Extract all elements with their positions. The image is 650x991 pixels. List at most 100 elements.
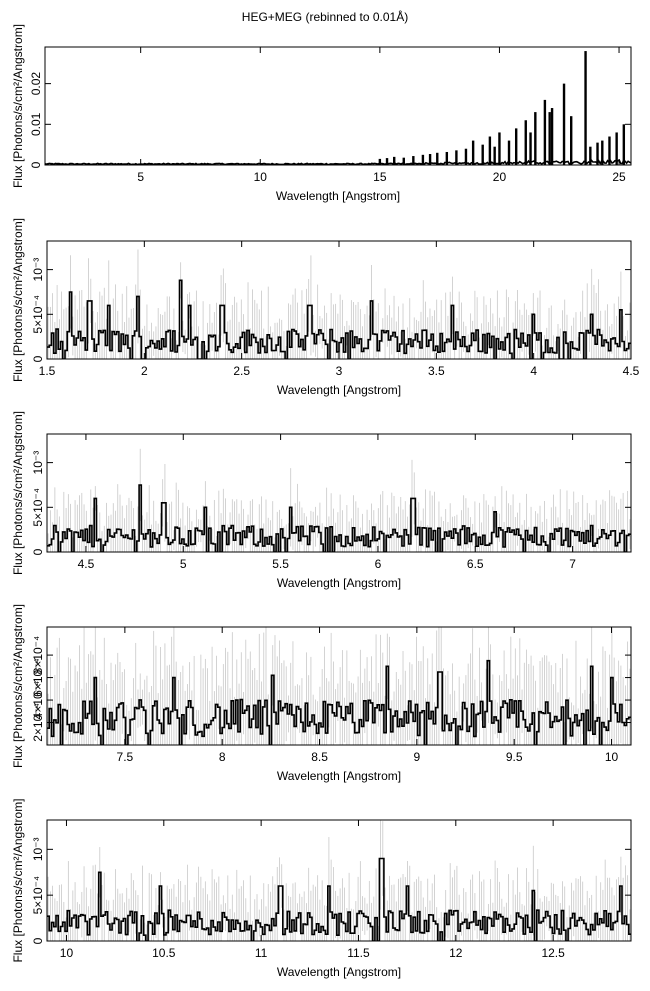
emission-line-14 bbox=[493, 146, 496, 165]
emission-line-22 bbox=[548, 112, 551, 165]
x-tick-label: 10 bbox=[605, 750, 619, 764]
emission-line-23 bbox=[550, 108, 554, 165]
emission-line-11 bbox=[471, 140, 475, 165]
emission-line-18 bbox=[524, 120, 527, 165]
emission-line-1 bbox=[385, 158, 389, 165]
x-tick-label: 1.5 bbox=[39, 364, 56, 378]
x-tick-label: 9 bbox=[414, 750, 421, 764]
emission-line-24 bbox=[562, 83, 566, 165]
plot-area bbox=[47, 249, 631, 359]
emission-line-31 bbox=[615, 132, 618, 165]
spectrum-baseline bbox=[45, 158, 631, 165]
emission-line-9 bbox=[455, 150, 458, 165]
emission-line-15 bbox=[498, 132, 501, 165]
spectrum-step-curve bbox=[47, 659, 631, 745]
emission-line-27 bbox=[589, 146, 592, 165]
x-axis-label: Wavelength [Angstrom] bbox=[277, 576, 401, 590]
x-tick-label: 6.5 bbox=[467, 557, 484, 571]
x-axis-label: Wavelength [Angstrom] bbox=[277, 383, 401, 397]
y-axis-label: Flux [Photons/s/cm²/Angstrom] bbox=[11, 218, 25, 382]
x-tick-label: 12 bbox=[449, 946, 463, 960]
plot-frame bbox=[46, 819, 632, 942]
x-tick-label: 8.5 bbox=[311, 750, 328, 764]
emission-line-17 bbox=[514, 128, 518, 165]
emission-line-32 bbox=[622, 124, 626, 165]
emission-line-28 bbox=[596, 142, 599, 165]
y-tick-label: 5×10⁻⁴ bbox=[31, 488, 45, 527]
plot-area bbox=[45, 51, 631, 165]
plot-frame bbox=[46, 433, 632, 553]
emission-line-7 bbox=[436, 152, 439, 165]
y-tick-label: 4×10⁻⁴ bbox=[31, 681, 45, 720]
x-axis-label: Wavelength [Angstrom] bbox=[277, 769, 401, 783]
spectrum-panel-4-3-to-7-3: 4.5 5 5.5 6 6.5 7 0 5×10⁻⁴ 10⁻³ Wavelength [Angst… bbox=[11, 411, 632, 590]
x-tick-label: 7 bbox=[569, 557, 576, 571]
x-tick-label: 10 bbox=[60, 946, 74, 960]
plot-area bbox=[47, 448, 631, 552]
y-tick-label: 0 bbox=[31, 937, 45, 944]
x-tick-label: 5.5 bbox=[272, 557, 289, 571]
emission-line-13 bbox=[488, 136, 492, 165]
x-tick-label: 3 bbox=[336, 364, 343, 378]
x-tick-label: 8 bbox=[219, 750, 226, 764]
x-tick-label: 4 bbox=[530, 364, 537, 378]
spectrum-step-curve bbox=[47, 279, 631, 359]
spectrum-step-curve bbox=[47, 857, 631, 941]
x-tick-label: 9.5 bbox=[506, 750, 523, 764]
emission-line-19 bbox=[529, 132, 532, 165]
x-tick-label: 3.5 bbox=[428, 364, 445, 378]
y-tick-label: 10⁻³ bbox=[31, 837, 45, 861]
y-tick-label: 5×10⁻⁴ bbox=[31, 295, 45, 334]
plot-frame bbox=[44, 46, 632, 166]
x-tick-label: 2.5 bbox=[233, 364, 250, 378]
emission-line-4 bbox=[412, 156, 415, 165]
x-tick-label: 12.5 bbox=[541, 946, 565, 960]
x-tick-label: 11 bbox=[255, 946, 268, 960]
y-tick-label: 0.01 bbox=[29, 112, 43, 136]
emission-line-6 bbox=[428, 154, 432, 165]
y-tick-label: 6×10⁻⁴ bbox=[31, 658, 45, 697]
spectrum-panel-9-9-to-12-9: 10 10.5 11 11.5 12 12.5 0 5×10⁻⁴ 10⁻³ Wavelength … bbox=[11, 798, 632, 979]
spectrum-panel-7-1-to-10-1: 7.5 8 8.5 9 9.5 10 2×10⁻⁴4×10⁻⁴6×10⁻⁴8×10⁻⁴ Wav… bbox=[11, 604, 632, 783]
plot-frame bbox=[46, 240, 632, 360]
x-axis-label: Wavelength [Angstrom] bbox=[276, 189, 400, 203]
y-tick-label: 0 bbox=[29, 161, 43, 168]
y-axis-label: Flux [Photons/s/cm²/Angstrom] bbox=[11, 604, 25, 768]
emission-line-12 bbox=[481, 144, 484, 165]
emission-line-10 bbox=[464, 148, 468, 165]
x-tick-label: 4.5 bbox=[623, 364, 640, 378]
y-tick-label: 0 bbox=[31, 355, 45, 362]
x-axis-label: Wavelength [Angstrom] bbox=[277, 965, 401, 979]
y-axis-label: Flux [Photons/s/cm²/Angstrom] bbox=[11, 24, 25, 188]
emission-line-8 bbox=[445, 151, 449, 165]
emission-line-5 bbox=[421, 154, 425, 165]
x-tick-label: 2 bbox=[141, 364, 148, 378]
y-tick-label: 0 bbox=[31, 548, 45, 555]
x-tick-label: 5 bbox=[180, 557, 187, 571]
x-tick-label: 20 bbox=[493, 170, 507, 184]
spectrum-panel-1-5-to-4-5: 1.5 2 2.5 3 3.5 4 4.5 0 5×10⁻⁴ 10⁻³ Wavelength [An… bbox=[11, 218, 640, 397]
y-tick-label: 10⁻³ bbox=[31, 258, 45, 282]
y-tick-label: 0.02 bbox=[29, 72, 43, 96]
emission-line-20 bbox=[534, 112, 537, 165]
y-tick-label: 8×10⁻⁴ bbox=[31, 636, 45, 675]
emission-line-26 bbox=[584, 51, 587, 165]
plot-frame bbox=[46, 626, 632, 746]
emission-line-25 bbox=[570, 116, 573, 165]
x-tick-label: 11.5 bbox=[347, 946, 370, 960]
x-tick-label: 7.5 bbox=[117, 750, 134, 764]
y-tick-label: 2×10⁻⁴ bbox=[31, 703, 45, 742]
plot-area bbox=[47, 820, 631, 941]
emission-line-29 bbox=[601, 140, 604, 165]
emission-line-30 bbox=[608, 136, 611, 165]
x-tick-label: 10.5 bbox=[152, 946, 176, 960]
x-tick-label: 4.5 bbox=[78, 557, 95, 571]
plot-area bbox=[47, 627, 631, 745]
figure-title: HEG+MEG (rebinned to 0.01Å) bbox=[241, 10, 409, 24]
y-tick-label: 5×10⁻⁴ bbox=[31, 876, 45, 915]
y-axis-label: Flux [Photons/s/cm²/Angstrom] bbox=[11, 411, 25, 575]
y-axis-label: Flux [Photons/s/cm²/Angstrom] bbox=[11, 798, 25, 962]
x-tick-label: 25 bbox=[612, 170, 626, 184]
emission-line-16 bbox=[507, 140, 511, 165]
spectrum-panel-overview: 5 10 15 20 25 0 0.01 0.02 Wavelength [Angstrom] F… bbox=[11, 24, 632, 203]
